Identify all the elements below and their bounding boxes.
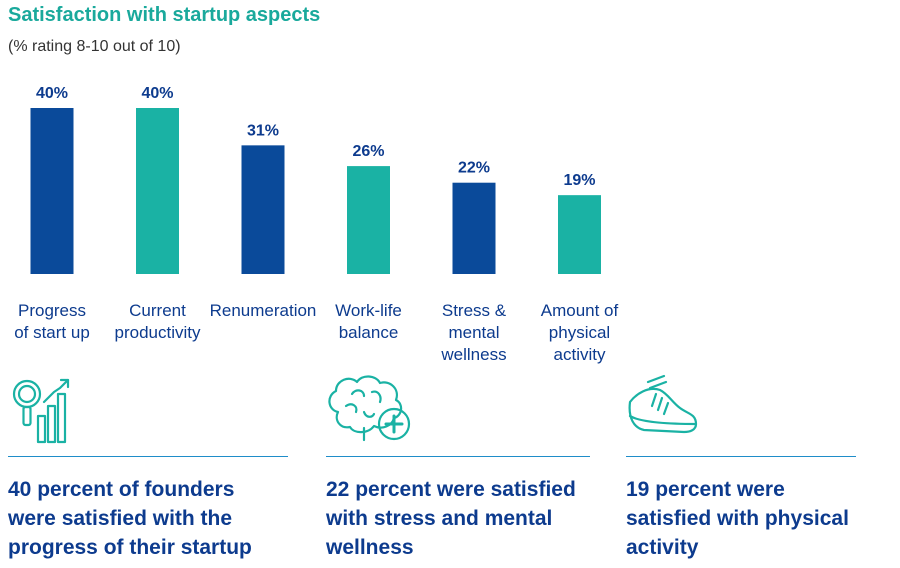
info-card-stress: 22 percent were satisfied with stress an…	[326, 372, 590, 562]
info-card-physical: 19 percent were satisfied with physical …	[626, 372, 856, 562]
divider-line	[626, 456, 856, 457]
value-label: 31%	[247, 122, 279, 139]
bar-2	[136, 108, 179, 274]
info-card-progress: 40 percent of founders were satisfied wi…	[8, 372, 288, 562]
category-label: Current productivity	[115, 301, 201, 342]
category-label: Progress of start up	[14, 301, 90, 342]
bar-3	[241, 145, 285, 274]
value-label: 19%	[563, 172, 595, 189]
chart-title: Satisfaction with startup aspects	[8, 4, 321, 26]
bar-chart: 40% Progress of start up 40% Current producti…	[14, 85, 619, 364]
category-label: Stress & mental wellness	[440, 301, 506, 364]
card-text: 19 percent were satisfied with physical …	[626, 478, 849, 559]
category-label: Renumeration	[210, 301, 317, 320]
card-text: 22 percent were satisfied with stress an…	[326, 478, 576, 559]
bar-4	[347, 166, 390, 274]
value-label: 40%	[141, 85, 173, 102]
chart-subtitle: (% rating 8-10 out of 10)	[8, 38, 181, 55]
divider-line	[8, 456, 288, 457]
running-shoe-icon	[628, 374, 698, 434]
brain-plus-icon	[328, 375, 411, 442]
value-label: 40%	[36, 85, 68, 102]
magnifier-growth-chart-icon	[12, 378, 70, 444]
card-text: 40 percent of founders were satisfied wi…	[8, 478, 252, 559]
divider-line	[326, 456, 590, 457]
bar-6	[558, 195, 601, 274]
bar-1	[30, 108, 74, 274]
category-label: Amount of physical activity	[541, 301, 619, 364]
category-label: Work-life balance	[335, 301, 402, 342]
value-label: 22%	[458, 160, 490, 177]
bar-5	[452, 182, 496, 274]
value-label: 26%	[352, 143, 384, 160]
